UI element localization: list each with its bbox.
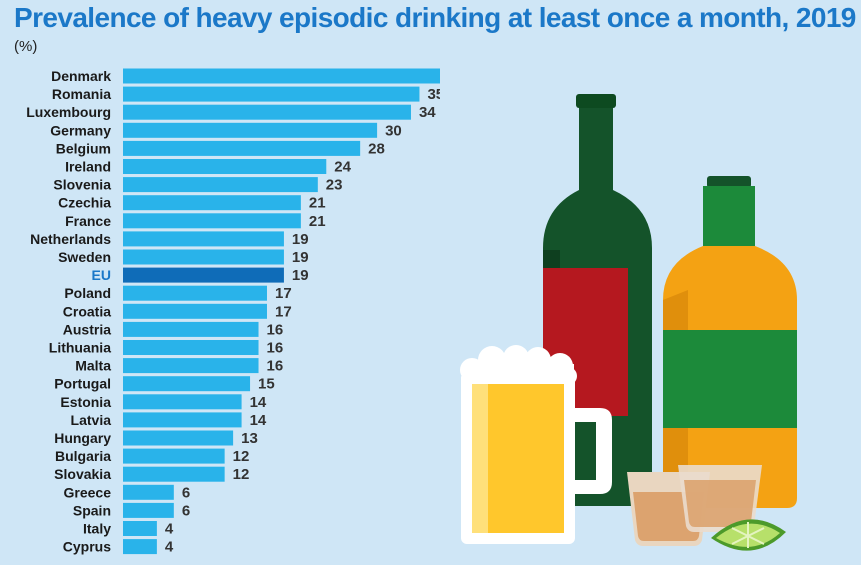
bar-france — [123, 213, 301, 229]
category-label-estonia: Estonia — [60, 394, 111, 410]
category-label-lithuania: Lithuania — [49, 340, 111, 356]
bar-luxembourg — [123, 104, 411, 120]
category-label-bulgaria: Bulgaria — [55, 448, 111, 464]
category-label-netherlands: Netherlands — [30, 231, 111, 247]
bar-italy — [123, 521, 157, 536]
bar-portugal — [123, 376, 251, 392]
value-label-bulgaria: 12 — [233, 448, 250, 465]
bar-belgium — [123, 140, 361, 156]
value-label-spain: 6 — [182, 502, 190, 519]
bar-slovenia — [123, 177, 318, 193]
bar-eu — [123, 267, 284, 283]
value-label-sweden: 19 — [292, 249, 309, 266]
value-label-croatia: 17 — [275, 303, 292, 320]
drinks-illustration — [460, 94, 797, 551]
category-label-latvia: Latvia — [71, 412, 112, 428]
value-label-france: 21 — [309, 213, 326, 230]
shot-glass-icon — [627, 465, 762, 546]
wine-bottle-icon — [543, 94, 652, 506]
value-label-slovenia: 23 — [326, 177, 343, 194]
bar-czechia — [123, 195, 301, 211]
bar-greece — [123, 484, 174, 500]
category-label-ireland: Ireland — [65, 159, 111, 175]
category-label-france: France — [65, 213, 111, 229]
value-label-czechia: 21 — [309, 195, 326, 212]
bar-slovakia — [123, 466, 225, 482]
whisky-bottle-icon — [663, 176, 797, 508]
bar-cyprus — [123, 539, 157, 555]
category-label-luxembourg: Luxembourg — [26, 104, 111, 120]
value-label-estonia: 14 — [250, 394, 267, 411]
category-label-slovakia: Slovakia — [54, 466, 111, 482]
bar-lithuania — [123, 340, 259, 355]
category-label-czechia: Czechia — [58, 195, 111, 211]
category-label-croatia: Croatia — [63, 303, 111, 319]
value-label-austria: 16 — [267, 321, 284, 338]
category-label-italy: Italy — [83, 521, 111, 537]
bar-ireland — [123, 159, 327, 174]
value-label-luxembourg: 34 — [419, 104, 436, 121]
value-label-italy: 4 — [165, 521, 174, 538]
value-label-lithuania: 16 — [267, 340, 284, 357]
value-label-belgium: 28 — [368, 140, 385, 157]
beer-mug-icon — [460, 345, 612, 544]
category-label-austria: Austria — [63, 321, 111, 337]
value-label-latvia: 14 — [250, 412, 267, 429]
category-label-sweden: Sweden — [58, 249, 111, 265]
lime-icon — [711, 519, 786, 551]
bar-sweden — [123, 249, 284, 265]
category-label-belgium: Belgium — [56, 140, 111, 156]
value-label-slovakia: 12 — [233, 466, 250, 483]
category-label-denmark: Denmark — [51, 68, 111, 84]
value-label-netherlands: 19 — [292, 231, 309, 248]
bar-chart: Denmark38Romania35Luxembourg34Germany30B… — [26, 68, 440, 556]
bar-denmark — [123, 68, 440, 84]
value-label-greece: 6 — [182, 484, 190, 501]
bar-spain — [123, 502, 174, 518]
category-label-malta: Malta — [75, 358, 111, 374]
value-label-romania: 35 — [427, 86, 440, 103]
bar-hungary — [123, 430, 234, 446]
category-label-portugal: Portugal — [54, 376, 111, 392]
value-label-portugal: 15 — [258, 376, 275, 393]
bar-latvia — [123, 412, 242, 428]
category-label-greece: Greece — [64, 484, 112, 500]
bar-malta — [123, 358, 259, 374]
chart-unit: (%) — [14, 38, 38, 55]
value-label-malta: 16 — [267, 358, 284, 375]
category-label-germany: Germany — [50, 122, 111, 138]
value-label-hungary: 13 — [241, 430, 258, 447]
category-label-spain: Spain — [73, 502, 111, 518]
chart-title: Prevalence of heavy episodic drinking at… — [14, 2, 856, 33]
value-label-eu: 19 — [292, 267, 309, 284]
bar-estonia — [123, 394, 242, 410]
category-label-eu: EU — [92, 267, 111, 283]
category-label-slovenia: Slovenia — [53, 177, 111, 193]
value-label-poland: 17 — [275, 285, 292, 302]
bar-poland — [123, 285, 267, 301]
bar-croatia — [123, 303, 267, 319]
bar-netherlands — [123, 231, 284, 247]
bar-germany — [123, 122, 378, 138]
category-label-cyprus: Cyprus — [63, 539, 111, 555]
bar-bulgaria — [123, 448, 225, 464]
value-label-germany: 30 — [385, 122, 402, 139]
value-label-ireland: 24 — [334, 159, 351, 176]
category-label-hungary: Hungary — [54, 430, 111, 446]
value-label-cyprus: 4 — [165, 539, 174, 556]
bar-austria — [123, 321, 259, 337]
category-label-poland: Poland — [64, 285, 111, 301]
bar-romania — [123, 86, 420, 102]
category-label-romania: Romania — [52, 86, 111, 102]
